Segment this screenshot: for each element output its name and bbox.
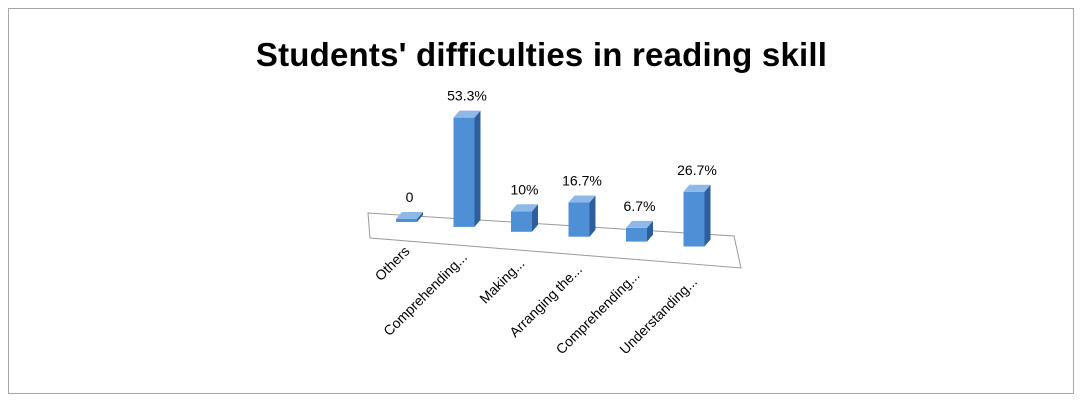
bar-front [453,117,475,227]
data-label: 10% [510,181,538,197]
bar-top [511,204,538,212]
bar [568,195,596,237]
data-labels-group: 0 53.3% 10% 16.7% 6.7% 26.7% [406,88,717,214]
data-label: 16.7% [562,172,602,188]
bar [683,184,711,247]
bar-top [453,110,481,118]
data-label: 6.7% [624,198,656,214]
bar [453,110,481,227]
bar-front [568,202,590,237]
bar-top [626,220,653,228]
bar-side [417,212,423,222]
bar-front [683,191,705,247]
data-label: 53.3% [447,88,487,104]
bars-group [396,110,711,247]
bar-side [532,204,538,232]
bar-side [474,110,481,227]
bar-front [511,211,532,232]
chart-frame [8,8,1074,394]
data-label: 0 [406,189,414,205]
bar-front [396,219,417,222]
category-label: Making... [476,255,527,306]
bar [511,204,538,232]
chart-title: Students' difficulties in reading skill [255,36,828,73]
bar [626,220,653,242]
bar-top [396,212,423,219]
bar-side [647,220,653,242]
bar [396,212,423,222]
data-label: 26.7% [677,162,717,178]
category-label: Others [372,243,413,284]
bar-side [704,184,711,247]
bar-top [568,195,596,203]
bar-front [626,227,647,242]
bar-top [683,184,711,192]
bar-side [589,195,596,237]
